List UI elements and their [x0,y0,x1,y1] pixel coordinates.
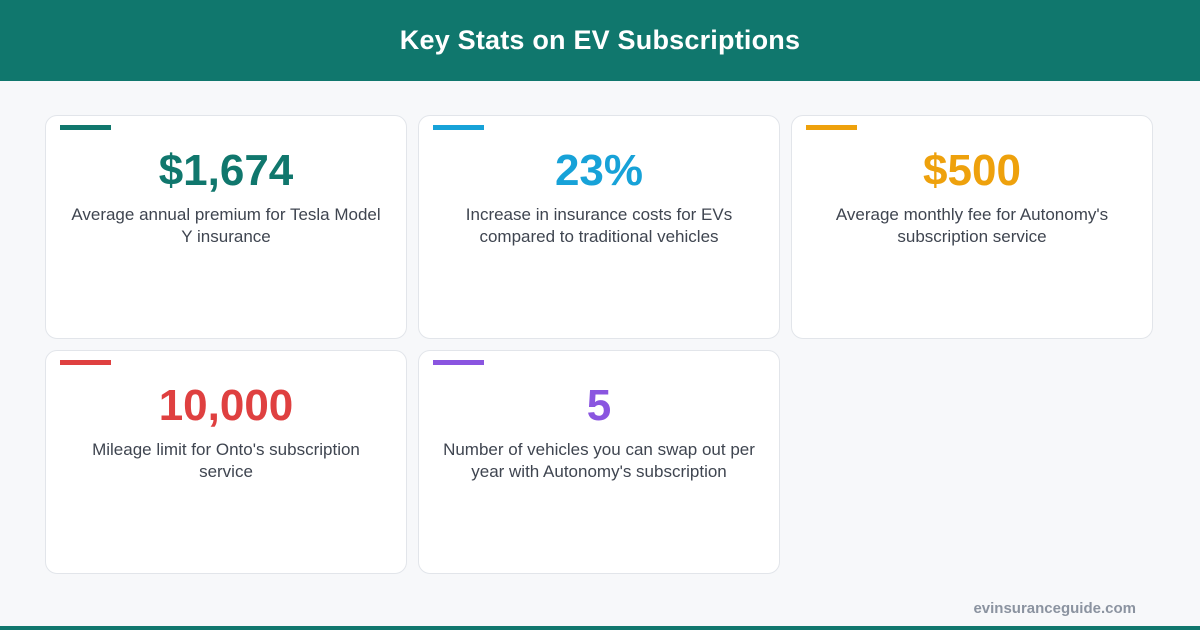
stat-card-mileage-limit: 10,000 Mileage limit for Onto's subscrip… [45,350,407,574]
card-accent-bar [60,360,111,365]
stat-description: Average annual premium for Tesla Model Y… [71,205,381,246]
card-accent-bar [433,125,484,130]
footer-domain: evinsuranceguide.com [973,600,1136,617]
page-title: Key Stats on EV Subscriptions [399,25,801,55]
stat-description: Average monthly fee for Autonomy's subsc… [835,205,1109,246]
stat-description: Increase in insurance costs for EVs comp… [465,205,733,246]
stat-value: $1,674 [158,146,294,195]
stat-value: 10,000 [158,381,294,430]
stat-card-monthly-fee: $500 Average monthly fee for Autonomy's … [791,115,1153,339]
stat-value: $500 [923,146,1021,195]
stat-value: 23% [554,146,644,195]
stat-card-vehicle-swaps: 5 Number of vehicles you can swap out pe… [418,350,780,574]
card-accent-bar [433,360,484,365]
stat-description: Mileage limit for Onto's subscription se… [92,440,360,481]
footer-bar [0,626,1200,630]
stat-description: Number of vehicles you can swap out per … [443,440,755,481]
card-accent-bar [60,125,111,130]
header-banner: Key Stats on EV Subscriptions [0,0,1200,81]
card-accent-bar [806,125,857,130]
stat-card-insurance-increase: 23% Increase in insurance costs for EVs … [418,115,780,339]
stat-card-annual-premium: $1,674 Average annual premium for Tesla … [45,115,407,339]
stat-value: 5 [586,381,612,430]
